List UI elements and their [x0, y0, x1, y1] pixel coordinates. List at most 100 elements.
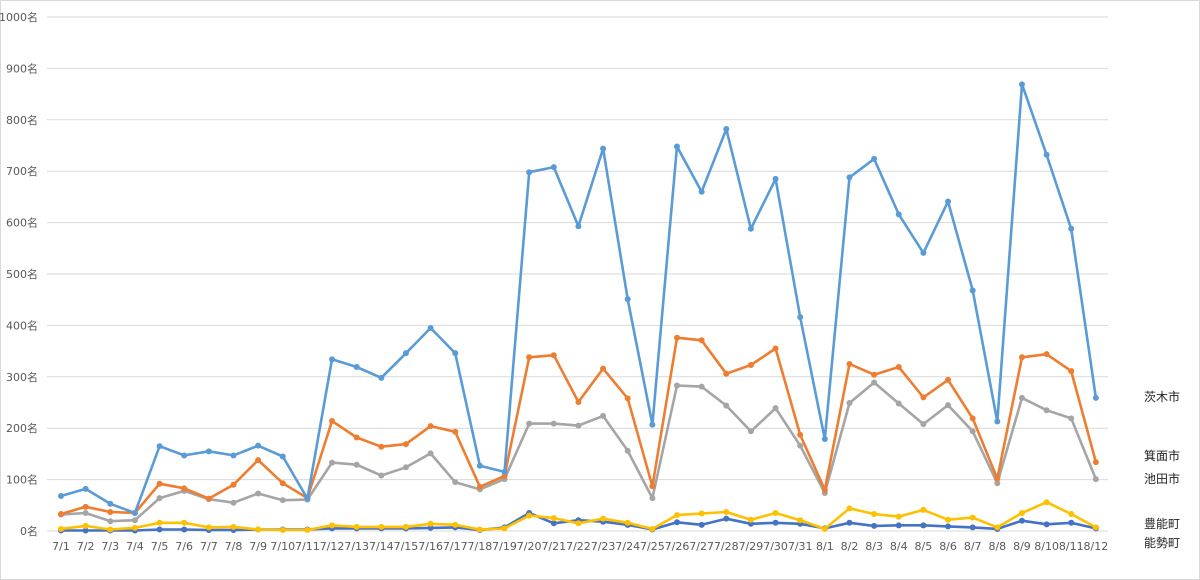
data-point [747, 520, 754, 527]
data-point [82, 527, 89, 534]
x-tick-label: 8/1 [816, 540, 834, 553]
data-point [994, 480, 1001, 487]
y-tick-label: 500名 [6, 267, 38, 281]
x-tick-label: 7/20 [517, 540, 542, 553]
data-point [1068, 511, 1075, 518]
data-point [1092, 476, 1099, 483]
x-tick-label: 7/8 [225, 540, 243, 553]
x-tick-label: 8/12 [1084, 540, 1109, 553]
data-point [452, 350, 459, 357]
series-end-label: 池田市 [1144, 471, 1180, 486]
x-tick-label: 7/31 [788, 540, 813, 553]
data-point [1068, 519, 1075, 526]
series-end-label: 豊能町 [1144, 517, 1180, 531]
data-point [1043, 407, 1050, 414]
x-tick-label: 7/25 [640, 540, 665, 553]
data-point [501, 468, 508, 475]
x-tick-label: 7/22 [566, 540, 591, 553]
data-point [674, 512, 680, 519]
x-tick-label: 7/7 [200, 540, 218, 553]
series-end-label: 能勢町 [1144, 535, 1180, 550]
x-tick-label: 7/13 [344, 540, 369, 553]
data-point [649, 483, 656, 490]
data-point [255, 457, 262, 464]
x-tick-label: 7/15 [394, 540, 419, 553]
x-tick-label: 8/4 [890, 540, 908, 553]
x-axis-tick-labels: 7/1 7/2 7/3 7/4 7/5 7/6 7/7 7/8 7/9 7/10 7/11 7/12 7… [52, 540, 1108, 553]
data-point [353, 434, 360, 441]
data-point [871, 511, 878, 518]
data-point [378, 374, 385, 381]
data-point [698, 383, 705, 390]
data-point [255, 442, 262, 449]
x-tick-label: 7/11 [295, 540, 320, 553]
data-point [674, 143, 680, 150]
data-point [452, 521, 459, 528]
x-tick-label: 7/9 [249, 540, 267, 553]
data-point [279, 453, 286, 460]
data-point [1043, 351, 1050, 358]
series-1 [58, 81, 1099, 517]
data-point [279, 480, 286, 487]
data-point [58, 511, 64, 518]
data-point [674, 519, 680, 526]
data-point [107, 526, 114, 533]
data-point [107, 508, 114, 515]
x-tick-label: 7/23 [591, 540, 616, 553]
data-point [723, 515, 730, 522]
data-point [378, 523, 385, 530]
data-point [329, 418, 336, 425]
data-point [772, 519, 779, 526]
y-tick-label: 0名 [20, 524, 38, 538]
data-point [1043, 151, 1050, 158]
data-point [353, 461, 360, 468]
data-point [895, 400, 902, 407]
x-tick-label: 8/5 [915, 540, 933, 553]
data-point [871, 155, 878, 162]
x-tick-label: 7/17 [443, 540, 468, 553]
data-point [1092, 394, 1099, 401]
data-point [920, 421, 927, 428]
data-point [156, 443, 163, 450]
data-point [1092, 524, 1099, 531]
data-point [624, 519, 631, 526]
data-point [58, 493, 64, 500]
data-point [846, 505, 853, 512]
data-point [698, 521, 705, 528]
series-end-label: 茨木市 [1144, 389, 1180, 404]
data-point [969, 514, 976, 521]
y-tick-label: 1000名 [0, 10, 38, 24]
data-point [945, 523, 952, 530]
data-point [624, 395, 631, 402]
data-point [600, 412, 607, 419]
data-point [969, 524, 976, 531]
data-point [624, 296, 631, 303]
data-point [871, 522, 878, 529]
data-point [846, 174, 853, 181]
data-point [427, 450, 434, 457]
data-point [600, 145, 607, 152]
x-tick-label: 7/21 [541, 540, 566, 553]
data-point [772, 345, 779, 352]
data-point [945, 376, 952, 383]
data-point [1068, 415, 1075, 422]
data-point [476, 483, 483, 490]
data-point [994, 524, 1001, 531]
y-axis-tick-labels: 0名 100名 200名 300名 400名 500名 600名 700名 800名 900名 10… [0, 10, 38, 538]
data-point [797, 314, 804, 321]
x-tick-label: 8/10 [1034, 540, 1059, 553]
x-tick-label: 8/3 [865, 540, 883, 553]
data-point [550, 520, 557, 527]
x-tick-label: 7/14 [369, 540, 394, 553]
x-tick-label: 7/27 [689, 540, 714, 553]
x-tick-label: 7/19 [492, 540, 517, 553]
data-point [747, 428, 754, 435]
data-point [920, 522, 927, 529]
data-point [871, 379, 878, 386]
data-point [920, 249, 927, 256]
x-tick-label: 7/10 [270, 540, 295, 553]
data-point [131, 524, 138, 531]
data-point [698, 510, 705, 517]
data-point [550, 420, 557, 427]
